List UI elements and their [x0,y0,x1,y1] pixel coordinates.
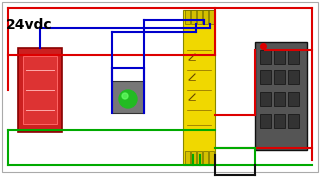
Bar [260,70,271,84]
Bar [112,81,144,113]
Bar [274,70,285,84]
Bar [191,10,196,24]
Bar [288,92,299,106]
Bar [274,92,285,106]
Bar [255,42,307,150]
Circle shape [119,90,137,108]
Bar [260,50,271,64]
Bar [274,114,285,128]
Bar [288,50,299,64]
Bar [18,48,62,132]
Bar [203,10,208,24]
Bar [185,151,190,165]
Bar [191,151,196,165]
Bar [197,151,202,165]
Bar [209,151,214,165]
Bar [197,10,202,24]
Bar [209,10,214,24]
Bar [183,10,215,165]
Bar [260,92,271,106]
Bar [23,56,57,124]
Bar [203,151,208,165]
Text: 24vdc: 24vdc [6,18,52,32]
Bar [185,10,190,24]
Circle shape [122,93,128,99]
Bar [288,114,299,128]
Bar [288,70,299,84]
Bar [274,50,285,64]
Bar [260,114,271,128]
